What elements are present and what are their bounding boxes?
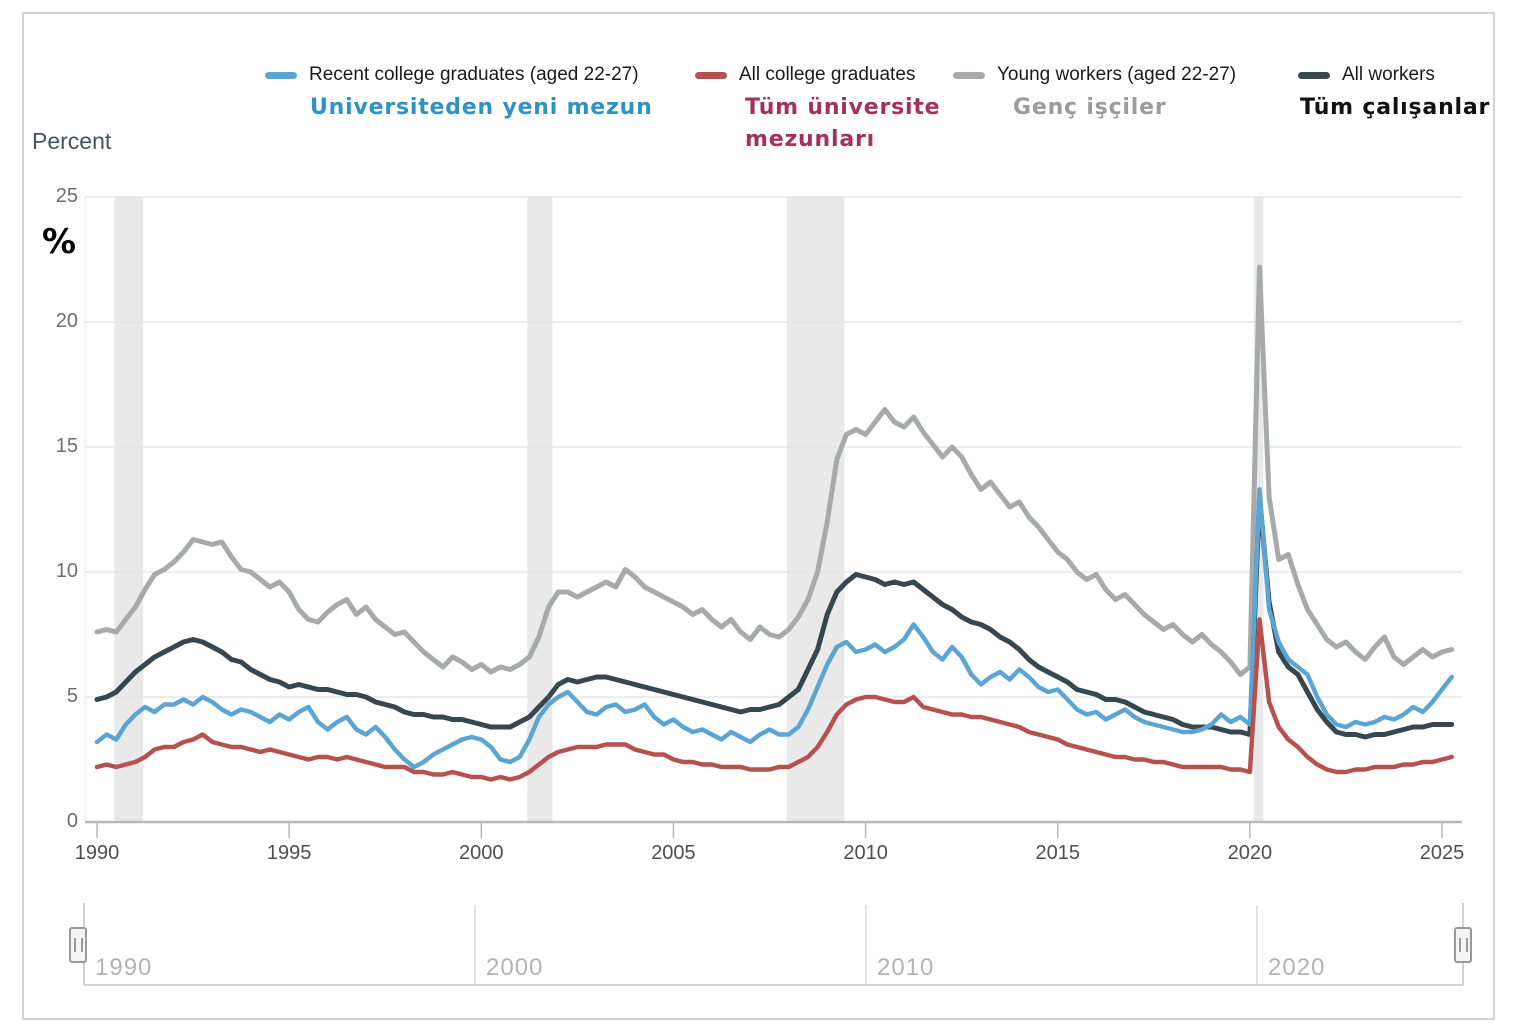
slider-decade-label: 2000 <box>486 954 544 981</box>
slider-handle-left[interactable] <box>69 927 87 963</box>
x-tick-label: 2015 <box>1035 842 1081 864</box>
y-tick-label: 5 <box>66 685 78 707</box>
x-tick-label: 2005 <box>651 842 696 864</box>
x-tick-label: 2025 <box>1419 842 1465 864</box>
recession-band <box>114 197 144 822</box>
slider-decade-label: 1990 <box>95 954 153 981</box>
annotation-all-workers: Tüm çalışanlar <box>1300 95 1491 120</box>
x-tick-label: 2000 <box>459 842 504 864</box>
x-tick-label: 1995 <box>266 842 312 864</box>
series-all-college-graduates[interactable] <box>94 617 1454 782</box>
y-tick-label: 20 <box>55 310 78 332</box>
legend-item-recent-grads: Recent college graduates (aged 22-27) Un… <box>265 64 653 120</box>
legend-swatch-all-grads-icon <box>695 71 727 79</box>
legend-item-young-workers: Young workers (aged 22-27) Genç işçiler <box>953 64 1236 120</box>
slider-decade-label: 2020 <box>1268 954 1326 981</box>
annotation-all-grads: Tüm üniversite mezunları <box>745 95 941 152</box>
percent-annotation: % <box>42 222 77 262</box>
legend-swatch-young-workers-icon <box>953 71 985 79</box>
x-tick-label: 2020 <box>1227 842 1273 864</box>
slider-handle-right[interactable] <box>1454 927 1472 963</box>
grip-icon <box>73 938 83 952</box>
annotation-recent-grads: Universiteden yeni mezun <box>310 95 653 120</box>
series-recent-college-graduates-aged-22-27-[interactable] <box>94 487 1454 770</box>
slider-decade-label: 2010 <box>877 954 935 981</box>
legend-item-all-workers: All workers Tüm çalışanlar <box>1298 64 1490 120</box>
chart-card <box>22 12 1495 1020</box>
legend-label: All workers <box>1342 64 1435 85</box>
y-tick-label: 0 <box>66 810 78 832</box>
legend-swatch-all-workers-icon <box>1298 71 1330 79</box>
y-tick-label: 25 <box>55 185 78 207</box>
legend-label: All college graduates <box>739 64 916 85</box>
x-tick-label: 1990 <box>74 842 120 864</box>
grip-icon <box>1458 938 1468 952</box>
annotation-young-workers: Genç işçiler <box>1013 95 1167 120</box>
legend-label: Recent college graduates (aged 22-27) <box>309 64 639 85</box>
legend-label: Young workers (aged 22-27) <box>997 64 1237 85</box>
x-tick-label: 2010 <box>843 842 888 864</box>
series-all-workers[interactable] <box>94 494 1455 740</box>
y-tick-label: 10 <box>55 560 78 582</box>
legend-swatch-recent-grads-icon <box>265 71 297 79</box>
y-tick-label: 15 <box>55 435 78 457</box>
series-young-workers-aged-22-27-[interactable] <box>94 264 1455 677</box>
recession-band <box>527 197 553 822</box>
legend-item-all-grads: All college graduates Tüm üniversite mezu… <box>695 64 940 152</box>
y-axis-title: Percent <box>32 128 112 154</box>
